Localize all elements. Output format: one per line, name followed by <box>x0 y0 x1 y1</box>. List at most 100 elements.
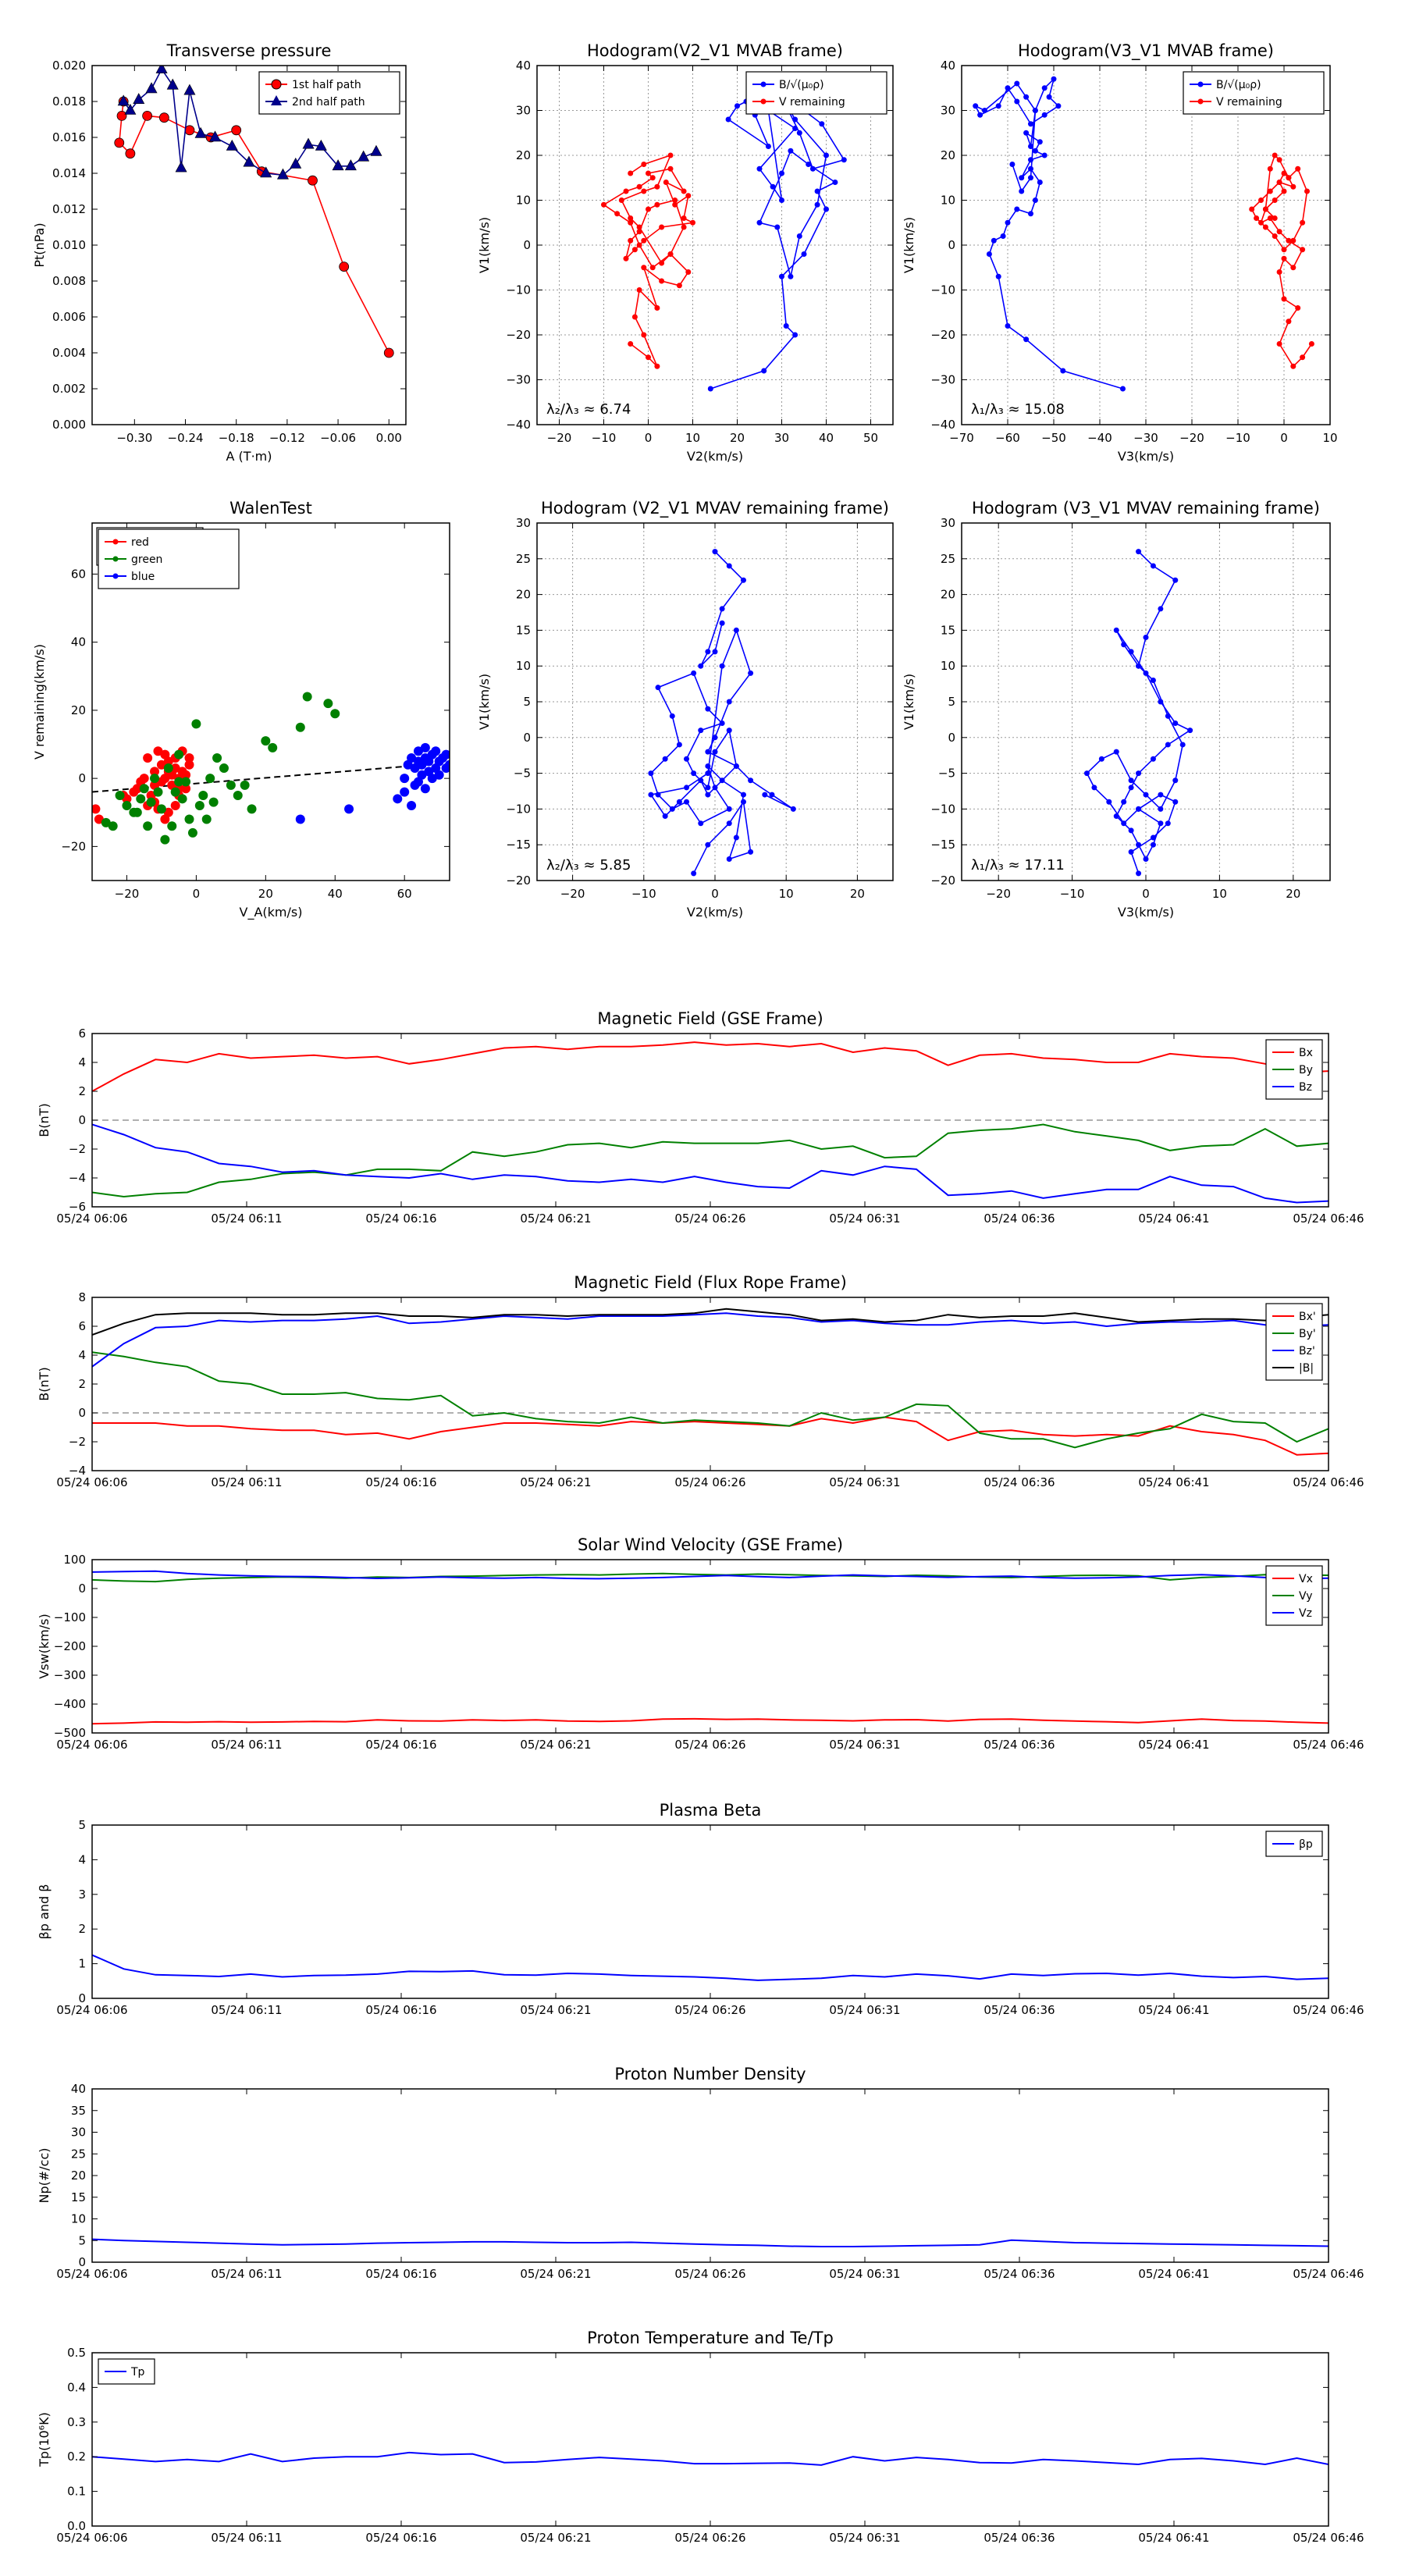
data-point <box>393 794 403 804</box>
data-point <box>150 767 160 777</box>
plot-area <box>962 523 1330 881</box>
data-point <box>681 224 687 230</box>
y-tick-label: 30 <box>516 516 531 530</box>
x-tick-label: 05/24 06:46 <box>1293 2003 1364 2017</box>
x-tick-label: 0 <box>1280 431 1288 445</box>
y-tick-label: −20 <box>930 873 955 888</box>
x-tick-label: −10 <box>1060 887 1085 901</box>
plot-frame <box>91 1559 1329 1734</box>
legend-marker <box>1197 81 1204 87</box>
x-tick-label: 50 <box>863 431 878 445</box>
y-axis-label: Tp(10⁶K) <box>37 2412 52 2467</box>
legend: Tp <box>98 2358 155 2385</box>
y-tick-label: 0.3 <box>67 2415 86 2429</box>
legend-marker <box>112 556 119 562</box>
chart-solar-wind-velocity: Solar Wind Velocity (GSE Frame) 05/24 06:… <box>37 1535 1364 1752</box>
data-point <box>183 84 196 95</box>
y-tick-label: −30 <box>930 373 955 387</box>
y-tick-label: 3 <box>78 1888 86 1902</box>
data-point <box>685 193 692 199</box>
data-point <box>705 763 711 769</box>
data-point <box>823 152 829 158</box>
y-tick-label: 4 <box>78 1055 86 1069</box>
x-tick-label: 0 <box>645 431 653 445</box>
legend-label: red <box>131 536 149 549</box>
y-tick-label: 0 <box>948 238 955 252</box>
data-point <box>201 814 212 824</box>
x-tick-label: −70 <box>949 431 974 445</box>
data-point <box>209 130 222 142</box>
series-v-remaining-line <box>603 154 695 367</box>
series--b--line <box>92 1308 1329 1336</box>
data-point <box>184 814 194 824</box>
legend-marker <box>1197 98 1204 105</box>
x-tick-label: 20 <box>258 887 273 901</box>
data-point <box>655 685 661 691</box>
data-point <box>187 827 197 838</box>
data-point <box>194 126 207 138</box>
data-point <box>1143 792 1149 798</box>
x-tick-label: 05/24 06:16 <box>365 1738 436 1752</box>
y-tick-label: 20 <box>941 148 955 162</box>
data-point <box>1136 841 1142 848</box>
data-point <box>344 804 354 814</box>
x-tick-label: 05/24 06:21 <box>520 2003 591 2017</box>
data-point <box>676 742 682 748</box>
y-tick-label: 5 <box>78 1818 86 1832</box>
data-point <box>648 792 654 798</box>
y-tick-label: 25 <box>941 552 955 566</box>
x-tick-label: −10 <box>592 431 617 445</box>
data-point <box>669 713 675 719</box>
x-tick-label: 05/24 06:11 <box>211 2003 282 2017</box>
legend-label: By <box>1299 1064 1313 1076</box>
x-tick-label: 40 <box>328 887 343 901</box>
plot-frame <box>91 65 407 425</box>
chart-title: Transverse pressure <box>166 41 332 60</box>
data-point <box>618 197 624 203</box>
chart-plasma-beta: Plasma Beta 05/24 06:06 05/24 06:11 05/24 0… <box>37 1801 1364 2017</box>
data-point <box>628 215 634 221</box>
data-point <box>973 103 979 109</box>
data-point <box>631 247 638 253</box>
y-tick-label: 0.006 <box>52 310 86 324</box>
data-point <box>832 180 838 185</box>
data-point <box>712 785 718 791</box>
data-point <box>691 770 697 777</box>
data-point <box>1032 108 1038 113</box>
chart-proton-number-density: Proton Number Density 05/24 06:06 05/24 06… <box>37 2065 1364 2281</box>
data-point <box>407 753 417 763</box>
data-point <box>226 139 238 151</box>
data-point <box>260 166 272 178</box>
y-tick-label: 10 <box>941 659 955 673</box>
data-point <box>719 777 725 784</box>
data-point <box>1083 770 1090 777</box>
data-point <box>995 103 1001 109</box>
data-point <box>243 155 255 167</box>
data-point <box>1165 713 1171 719</box>
x-tick-label: 05/24 06:21 <box>520 2267 591 2281</box>
x-tick-label: −20 <box>1179 431 1204 445</box>
data-point <box>1267 188 1273 194</box>
data-point <box>705 841 711 848</box>
data-point <box>383 347 394 358</box>
plot-frame <box>91 2088 1329 2263</box>
x-tick-label: −10 <box>1225 431 1250 445</box>
legend-marker <box>271 79 282 90</box>
legend-marker <box>112 573 119 579</box>
y-tick-label: 0.1 <box>67 2485 86 2499</box>
data-point <box>1128 827 1134 834</box>
data-point <box>726 856 732 863</box>
data-point <box>641 188 647 194</box>
data-point <box>1290 237 1297 244</box>
data-point <box>158 112 169 123</box>
data-point <box>1032 197 1038 203</box>
y-tick-label: 5 <box>78 2233 86 2247</box>
data-point <box>441 749 450 760</box>
legend-box <box>258 71 400 115</box>
x-tick-label: −60 <box>995 431 1020 445</box>
data-point <box>108 821 118 831</box>
series-by--line <box>92 1351 1329 1449</box>
ratio-annotation: λ₂/λ₃ ≈ 5.85 <box>546 857 631 873</box>
data-point <box>1019 175 1025 181</box>
data-point <box>1276 180 1282 185</box>
